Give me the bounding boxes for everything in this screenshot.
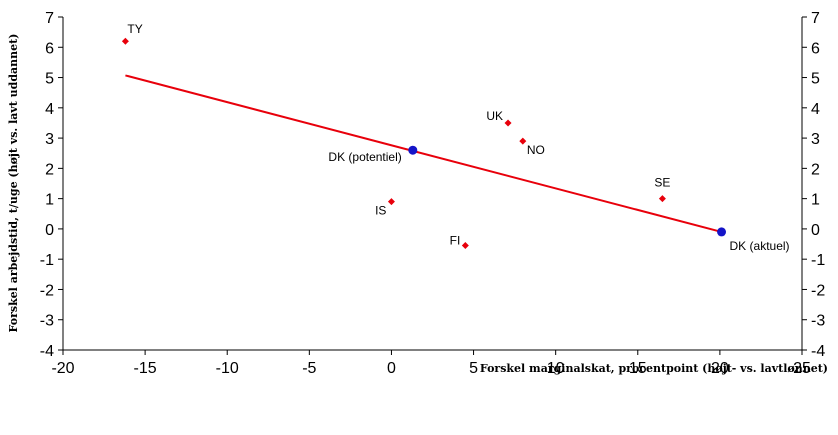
trendline: [125, 74, 722, 233]
point-labels: TY UK NO SE IS FI DK (potentiel) DK (aktuel): [127, 22, 789, 253]
y-tick-label-right: -4: [811, 343, 825, 360]
y-tick-label-left: -2: [40, 282, 54, 299]
data-point: [504, 119, 512, 127]
y-tick-label-right: 0: [811, 222, 820, 239]
data-point-dk: [408, 145, 418, 155]
data-point: [387, 198, 395, 206]
data-point: [519, 137, 527, 145]
y-axis-title: Forskel arbejdstid, t/uge (højt vs. lavt…: [7, 34, 20, 333]
y-tick-label-right: 3: [811, 131, 820, 148]
y-tick-label-right: 4: [811, 101, 820, 118]
x-tick-label: -15: [134, 360, 157, 377]
y-tick-label-left: 6: [45, 40, 54, 57]
point-label: UK: [486, 109, 503, 123]
y-tick-label-left: 4: [45, 101, 54, 118]
trendline-group: [125, 74, 722, 233]
y-tick-label-right: 1: [811, 192, 820, 209]
data-point: [658, 195, 666, 203]
x-tick-label: 25: [793, 360, 811, 377]
x-tick-label: 15: [629, 360, 647, 377]
point-label: NO: [527, 143, 545, 157]
point-label: FI: [450, 234, 461, 248]
plot-area: [62, 17, 803, 351]
x-tick-label: 20: [711, 360, 729, 377]
y-tick-label-left: 7: [45, 10, 54, 27]
x-axis-title: Forskel marginalskat, procentpoint (højt…: [480, 362, 828, 375]
y-tick-label-left: 0: [45, 222, 54, 239]
y-tick-label-right: -3: [811, 313, 825, 330]
y-tick-label-right: 5: [811, 71, 820, 88]
data-point: [461, 242, 469, 250]
y-tick-label-left: 1: [45, 192, 54, 209]
x-tick-label: 10: [547, 360, 565, 377]
data-point-dk: [717, 227, 727, 237]
y-tick-label-right: 2: [811, 161, 820, 178]
data-point: [121, 37, 129, 45]
y-tick-label-left: 2: [45, 161, 54, 178]
point-label: TY: [127, 22, 142, 36]
axis-ticks: -20 -15 -10 -5 0 5 10 15 20 25-4 -4-3 -3-2 -2-1 -10 01…: [40, 10, 826, 377]
y-tick-label-right: -1: [811, 252, 825, 269]
x-tick-label: -10: [216, 360, 239, 377]
point-label: DK (potentiel): [328, 150, 401, 164]
y-tick-label-right: 7: [811, 10, 820, 27]
point-label: SE: [654, 176, 670, 190]
y-tick-label-right: -2: [811, 282, 825, 299]
data-points: [121, 37, 727, 250]
x-tick-label: 5: [469, 360, 478, 377]
x-tick-label: -20: [51, 360, 74, 377]
point-label: IS: [375, 204, 386, 218]
y-tick-label-left: 5: [45, 71, 54, 88]
x-tick-label: -5: [302, 360, 316, 377]
y-tick-label-left: -1: [40, 252, 54, 269]
x-tick-label: 0: [387, 360, 396, 377]
y-tick-label-left: 3: [45, 131, 54, 148]
y-tick-label-left: -3: [40, 313, 54, 330]
y-tick-label-left: -4: [40, 343, 54, 360]
point-label: DK (aktuel): [730, 239, 790, 253]
y-tick-label-right: 6: [811, 40, 820, 57]
